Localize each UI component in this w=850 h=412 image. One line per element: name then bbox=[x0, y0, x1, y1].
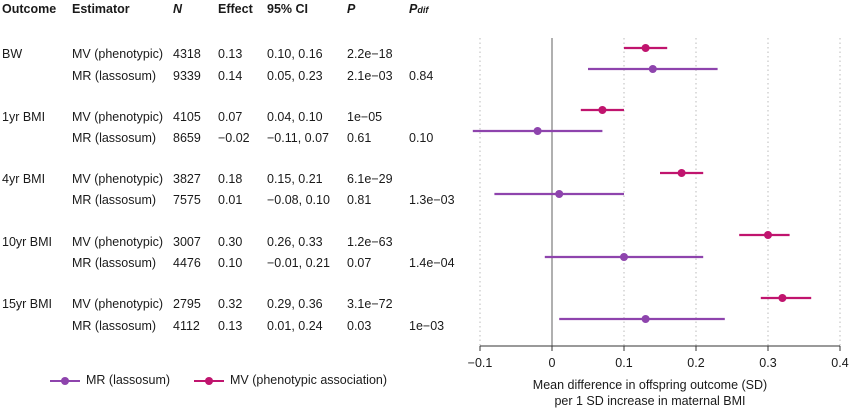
cell-outcome: 4yr BMI bbox=[2, 172, 46, 186]
mv-estimate-point bbox=[778, 294, 787, 302]
cell-n: 3007 bbox=[173, 235, 201, 249]
cell-effect: −0.02 bbox=[218, 131, 250, 145]
cell-n: 4112 bbox=[173, 319, 200, 333]
x-tick-label: 0.4 bbox=[831, 356, 848, 370]
cell-p: 1e−05 bbox=[347, 110, 383, 124]
header-outcome: Outcome bbox=[2, 2, 57, 16]
cell-p: 1.2e−63 bbox=[347, 235, 393, 249]
cell-p: 6.1e−29 bbox=[347, 172, 393, 186]
cell-n: 8659 bbox=[173, 131, 201, 145]
cell-estimator: MV (phenotypic) bbox=[72, 47, 164, 61]
cell-estimator: MR (lassosum) bbox=[72, 319, 157, 333]
header-pdif-sub: dif bbox=[417, 5, 429, 15]
x-tick-label: −0.1 bbox=[468, 356, 493, 370]
cell-effect: 0.14 bbox=[218, 69, 243, 83]
legend-mr-label: MR (lassosum) bbox=[86, 373, 171, 387]
x-tick-label: 0 bbox=[549, 356, 556, 370]
cell-n: 4476 bbox=[173, 256, 201, 270]
cell-p: 3.1e−72 bbox=[347, 297, 393, 311]
cell-estimator: MR (lassosum) bbox=[72, 256, 157, 270]
cell-n: 2795 bbox=[173, 297, 201, 311]
cell-n: 4105 bbox=[173, 110, 201, 124]
legend-mr-symbol bbox=[50, 377, 80, 385]
header-n: N bbox=[173, 2, 183, 16]
header-pdif: Pdif bbox=[409, 2, 428, 16]
x-tick-label: 0.2 bbox=[687, 356, 704, 370]
cell-p: 0.81 bbox=[347, 193, 372, 207]
mr-estimate-point bbox=[620, 253, 628, 261]
x-tick-label: 0.3 bbox=[759, 356, 776, 370]
cell-estimator: MR (lassosum) bbox=[72, 193, 157, 207]
cell-p: 0.07 bbox=[347, 256, 372, 270]
cell-effect: 0.32 bbox=[218, 297, 243, 311]
cell-ci: 0.01, 0.24 bbox=[267, 319, 323, 333]
cell-effect: 0.07 bbox=[218, 110, 243, 124]
cell-effect: 0.10 bbox=[218, 256, 243, 270]
cell-ci: −0.08, 0.10 bbox=[267, 193, 330, 207]
cell-ci: 0.10, 0.16 bbox=[267, 47, 323, 61]
cell-pdif: 1e−03 bbox=[409, 319, 445, 333]
cell-ci: −0.11, 0.07 bbox=[267, 131, 329, 145]
cell-outcome: 10yr BMI bbox=[2, 235, 53, 249]
cell-outcome: 15yr BMI bbox=[2, 297, 53, 311]
cell-pdif: 0.10 bbox=[409, 131, 434, 145]
cell-pdif: 1.3e−03 bbox=[409, 193, 455, 207]
cell-outcome: 1yr BMI bbox=[2, 110, 46, 124]
header-effect: Effect bbox=[218, 2, 253, 16]
cell-pdif: 1.4e−04 bbox=[409, 256, 455, 270]
cell-outcome: BW bbox=[2, 47, 23, 61]
cell-ci: 0.05, 0.23 bbox=[267, 69, 323, 83]
mv-estimate-point bbox=[641, 44, 650, 52]
cell-p: 2.2e−18 bbox=[347, 47, 393, 61]
cell-n: 4318 bbox=[173, 47, 201, 61]
header-estimator: Estimator bbox=[72, 2, 130, 16]
cell-estimator: MV (phenotypic) bbox=[72, 172, 164, 186]
cell-ci: 0.26, 0.33 bbox=[267, 235, 323, 249]
mr-estimate-point bbox=[533, 127, 542, 135]
cell-effect: 0.13 bbox=[218, 47, 243, 61]
cell-estimator: MR (lassosum) bbox=[72, 131, 157, 145]
mv-estimate-point bbox=[764, 231, 772, 239]
cell-p: 0.03 bbox=[347, 319, 372, 333]
mv-estimate-point bbox=[598, 106, 607, 114]
legend-mv-label: MV (phenotypic association) bbox=[230, 373, 388, 387]
cell-estimator: MR (lassosum) bbox=[72, 69, 157, 83]
cell-ci: 0.29, 0.36 bbox=[267, 297, 323, 311]
cell-effect: 0.18 bbox=[218, 172, 243, 186]
cell-n: 3827 bbox=[173, 172, 201, 186]
x-axis-label-line2: per 1 SD increase in maternal BMI bbox=[554, 394, 746, 408]
cell-ci: 0.15, 0.21 bbox=[267, 172, 323, 186]
mr-estimate-point bbox=[648, 65, 657, 73]
x-axis-label-line1: Mean difference in offspring outcome (SD… bbox=[532, 378, 768, 392]
cell-estimator: MV (phenotypic) bbox=[72, 235, 164, 249]
cell-p: 0.61 bbox=[347, 131, 372, 145]
mr-estimate-point bbox=[555, 190, 564, 198]
legend-mv-symbol bbox=[194, 377, 224, 385]
cell-estimator: MV (phenotypic) bbox=[72, 110, 164, 124]
cell-ci: 0.04, 0.10 bbox=[267, 110, 323, 124]
header-p: P bbox=[347, 2, 356, 16]
mv-estimate-point bbox=[677, 169, 686, 177]
cell-ci: −0.01, 0.21 bbox=[267, 256, 330, 270]
mr-estimate-point bbox=[641, 315, 650, 323]
header-pdif-main: P bbox=[409, 2, 418, 16]
cell-n: 7575 bbox=[173, 193, 201, 207]
cell-effect: 0.13 bbox=[218, 319, 243, 333]
cell-p: 2.1e−03 bbox=[347, 69, 393, 83]
cell-estimator: MV (phenotypic) bbox=[72, 297, 164, 311]
x-tick-label: 0.1 bbox=[615, 356, 632, 370]
cell-n: 9339 bbox=[173, 69, 201, 83]
header-ci: 95% CI bbox=[267, 2, 308, 16]
cell-effect: 0.01 bbox=[218, 193, 243, 207]
cell-effect: 0.30 bbox=[218, 235, 243, 249]
cell-pdif: 0.84 bbox=[409, 69, 434, 83]
